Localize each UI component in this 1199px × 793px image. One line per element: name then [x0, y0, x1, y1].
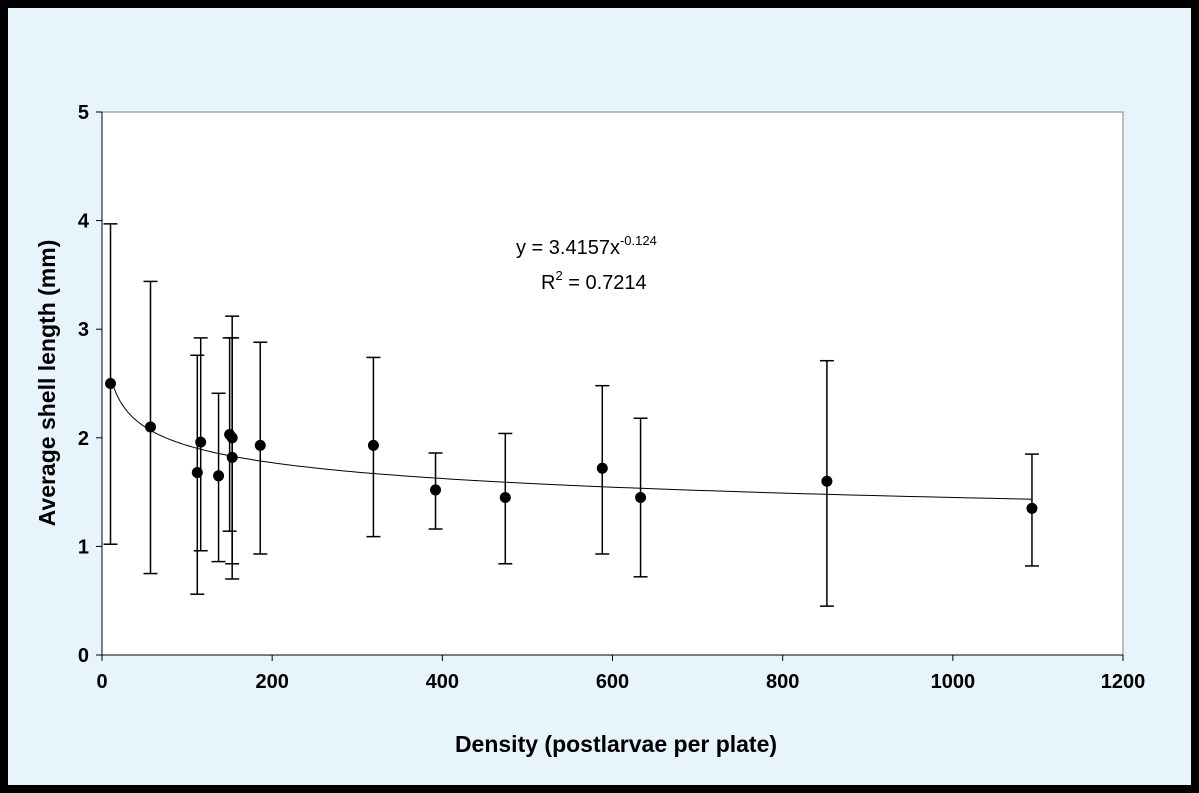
- x-tick-label: 400: [426, 671, 459, 693]
- data-point: [213, 470, 225, 482]
- y-axis-title: Average shell length (mm): [34, 240, 60, 527]
- x-axis-title: Density (postlarvae per plate): [455, 731, 777, 757]
- data-point: [367, 439, 379, 451]
- x-tick-label: 200: [255, 671, 288, 693]
- data-point: [1026, 502, 1038, 514]
- axes: 0 1 2 3 4 5 0 200 400 600 800 1000 1200: [78, 102, 1145, 693]
- x-tick-label: 1000: [931, 671, 976, 693]
- data-point: [226, 451, 238, 463]
- y-tick-label: 4: [78, 211, 90, 233]
- data-marks: [103, 223, 1039, 607]
- trendline-group: [110, 376, 1033, 500]
- data-point: [635, 492, 647, 504]
- x-tick-label: 0: [96, 671, 107, 693]
- data-point: [499, 492, 511, 504]
- data-point: [195, 436, 207, 448]
- y-tick-label: 0: [78, 645, 89, 667]
- equation-label: y = 3.4157x-0.124: [516, 233, 657, 259]
- data-point: [821, 475, 833, 487]
- data-point: [254, 439, 266, 451]
- data-point: [430, 484, 442, 496]
- plot-area: [101, 111, 1124, 656]
- x-tick-label: 800: [766, 671, 799, 693]
- y-tick-label: 5: [78, 102, 89, 124]
- y-tick-label: 3: [78, 319, 89, 341]
- trendline: [110, 376, 1033, 500]
- r-squared-label: R2 = 0.7214: [541, 268, 647, 294]
- data-point: [596, 462, 608, 474]
- data-point: [105, 378, 117, 389]
- y-tick-label: 1: [78, 536, 89, 558]
- x-tick-label: 1200: [1101, 671, 1146, 693]
- shell-length-chart: 0 1 2 3 4 5 0 200 400 600 800 1000 1200 y = 3.4157x-…: [34, 102, 1145, 757]
- y-tick-label: 2: [78, 428, 89, 450]
- chart-frame: 0 1 2 3 4 5 0 200 400 600 800 1000 1200 y = 3.4157x-…: [8, 8, 1191, 785]
- x-tick-label: 600: [596, 671, 629, 693]
- data-point: [144, 421, 156, 433]
